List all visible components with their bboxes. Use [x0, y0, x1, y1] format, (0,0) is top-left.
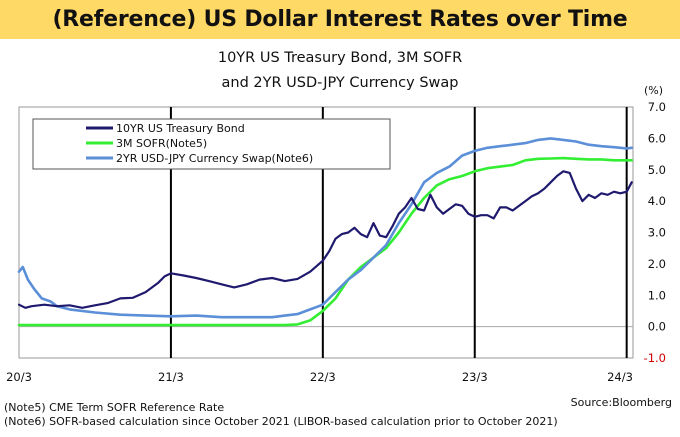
title-banner: (Reference) US Dollar Interest Rates ove…: [0, 0, 680, 39]
chart-subtitle: and 2YR USD-JPY Currency Swap: [221, 75, 459, 91]
y-tick-label: 0.0: [648, 320, 666, 334]
source-label: Source:Bloomberg: [570, 396, 672, 409]
treasury-10yr-line: [17, 170, 633, 309]
banner-title: (Reference) US Dollar Interest Rates ove…: [52, 7, 628, 32]
y-tick-label: 3.0: [648, 226, 666, 240]
y-tick-label: 5.0: [648, 163, 666, 177]
chart-title: 10YR US Treasury Bond, 3M SOFR: [217, 50, 463, 66]
plot-area-border: [18, 106, 634, 359]
note-6: (Note6) SOFR-based calculation since Oct…: [4, 415, 558, 428]
x-tick-label: 22/3: [310, 370, 336, 384]
y-tick-label: 6.0: [648, 131, 666, 145]
y-tick-label: 4.0: [648, 194, 666, 208]
sofr-3m-line: [17, 156, 634, 327]
x-tick-label: 21/3: [158, 370, 184, 384]
y-tick-label: 2.0: [648, 257, 666, 271]
y-tick-label: -1.0: [644, 351, 666, 365]
x-tick-label: 23/3: [462, 370, 488, 384]
legend-item-sofr: 3M SOFR(Note5): [116, 137, 207, 150]
currency-swap-2yr-line: [17, 137, 634, 319]
legend-item-swap: 2YR USD-JPY Currency Swap(Note6): [116, 152, 313, 165]
y-unit-label: (%): [644, 84, 663, 97]
x-tick-label: 24/3: [607, 370, 633, 384]
y-tick-label: 1.0: [648, 288, 666, 302]
x-tick-label: 20/3: [6, 370, 32, 384]
legend-item-treasury: 10YR US Treasury Bond: [116, 122, 245, 135]
y-tick-label: 7.0: [648, 100, 666, 114]
note-5: (Note5) CME Term SOFR Reference Rate: [4, 401, 225, 414]
